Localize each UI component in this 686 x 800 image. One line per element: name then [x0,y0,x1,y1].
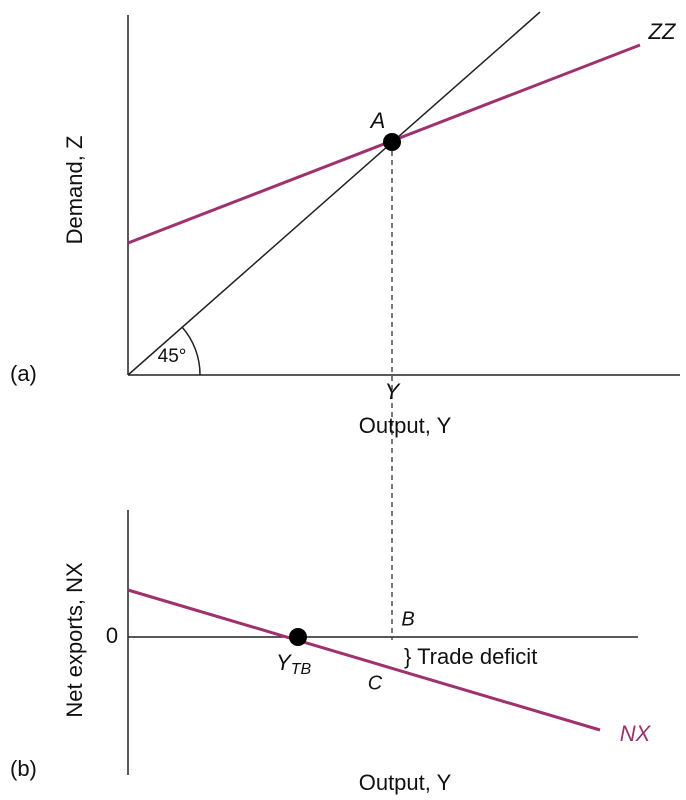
point-label-main: Y [276,650,292,675]
nx-line [127,588,601,732]
y-axis-label: Demand, Z [62,136,87,245]
y-axis-label: Net exports, NX [62,562,87,718]
upper-label: B [401,608,414,630]
point-a [383,133,401,151]
x-marker: Y [385,379,401,404]
45-degree-line [127,11,541,376]
lower-label: C [368,672,383,694]
x-axis-label: Output, Y [359,770,452,795]
x-axis-label: Output, Y [359,413,452,438]
curve-label: ZZ [648,19,677,44]
panel-label: (b) [10,756,37,781]
panel-label: (a) [10,361,37,386]
point-ytb [289,628,307,646]
point-label: A [369,108,386,133]
curve-label: NX [620,721,652,746]
point-label: YTB [276,650,311,678]
zero-label: 0 [106,623,118,648]
gap-label: } Trade deficit [404,644,537,669]
point-label-sub: TB [291,661,312,678]
angle-arc [181,326,201,376]
angle-label: 45° [158,346,187,367]
